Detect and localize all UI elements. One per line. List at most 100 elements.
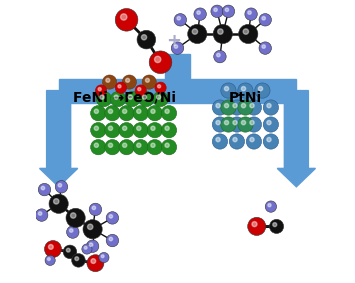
Circle shape (101, 255, 104, 258)
Circle shape (250, 121, 254, 125)
FancyArrow shape (39, 91, 78, 187)
Circle shape (262, 16, 266, 20)
Circle shape (216, 121, 220, 125)
Circle shape (216, 138, 220, 142)
Circle shape (44, 241, 61, 258)
Circle shape (119, 140, 134, 155)
Circle shape (105, 106, 120, 121)
Circle shape (122, 143, 127, 147)
Circle shape (95, 85, 107, 96)
Circle shape (229, 100, 245, 115)
Circle shape (197, 11, 200, 14)
Circle shape (221, 100, 236, 115)
Circle shape (174, 14, 187, 26)
Circle shape (255, 83, 270, 98)
Circle shape (259, 14, 272, 26)
Circle shape (86, 240, 99, 252)
Circle shape (238, 117, 253, 132)
Circle shape (119, 123, 134, 138)
Circle shape (192, 29, 198, 34)
Text: FeNi →FeO/Ni: FeNi →FeO/Ni (73, 91, 176, 105)
Circle shape (92, 206, 95, 210)
Circle shape (106, 234, 119, 247)
Circle shape (194, 8, 206, 20)
Circle shape (109, 215, 113, 218)
Circle shape (246, 100, 262, 115)
Circle shape (66, 208, 85, 228)
Circle shape (115, 82, 127, 93)
Circle shape (45, 255, 55, 265)
Circle shape (224, 121, 229, 125)
Circle shape (94, 126, 98, 130)
Circle shape (63, 245, 77, 259)
Circle shape (224, 87, 229, 91)
Circle shape (238, 83, 253, 98)
Circle shape (229, 117, 245, 132)
Circle shape (153, 91, 168, 107)
Circle shape (87, 255, 104, 272)
Circle shape (96, 91, 111, 107)
Circle shape (122, 75, 136, 89)
Circle shape (268, 203, 271, 207)
Circle shape (49, 245, 53, 249)
Circle shape (146, 78, 149, 82)
Circle shape (273, 223, 277, 227)
Circle shape (133, 106, 148, 121)
Circle shape (125, 91, 140, 107)
Circle shape (94, 109, 98, 113)
Circle shape (157, 95, 161, 99)
Circle shape (212, 134, 228, 149)
Circle shape (38, 212, 42, 215)
Circle shape (238, 100, 253, 115)
Circle shape (222, 5, 235, 18)
Circle shape (263, 100, 279, 115)
Circle shape (162, 106, 177, 121)
Circle shape (67, 226, 79, 238)
Text: +: + (166, 32, 181, 50)
Circle shape (137, 126, 141, 130)
Circle shape (135, 85, 146, 96)
Circle shape (248, 217, 266, 235)
Circle shape (174, 45, 178, 48)
Circle shape (225, 8, 229, 12)
Circle shape (133, 140, 148, 155)
Circle shape (267, 104, 271, 108)
Circle shape (147, 106, 163, 121)
Circle shape (137, 143, 141, 147)
Circle shape (250, 104, 254, 108)
Circle shape (218, 29, 223, 34)
Circle shape (269, 219, 284, 233)
Circle shape (214, 8, 217, 12)
Circle shape (38, 183, 51, 196)
Circle shape (109, 237, 113, 241)
Circle shape (248, 11, 251, 14)
Circle shape (241, 87, 246, 91)
Circle shape (138, 87, 141, 91)
Circle shape (241, 104, 246, 108)
Circle shape (105, 123, 120, 138)
Circle shape (87, 224, 93, 230)
Circle shape (133, 123, 148, 138)
Circle shape (263, 117, 279, 132)
Circle shape (212, 100, 228, 115)
Circle shape (265, 201, 277, 212)
Text: PtNi: PtNi (228, 91, 262, 105)
Circle shape (100, 95, 104, 99)
Circle shape (165, 143, 169, 147)
Circle shape (262, 45, 266, 48)
Circle shape (118, 85, 121, 88)
Circle shape (91, 259, 96, 263)
Circle shape (89, 203, 102, 216)
Circle shape (165, 126, 169, 130)
Circle shape (49, 194, 68, 213)
Circle shape (108, 143, 113, 147)
Circle shape (158, 85, 161, 88)
Circle shape (110, 91, 126, 107)
Circle shape (84, 246, 87, 249)
Circle shape (71, 213, 76, 218)
Circle shape (105, 140, 120, 155)
Circle shape (70, 229, 73, 232)
Circle shape (243, 29, 248, 34)
Circle shape (142, 75, 156, 89)
Circle shape (241, 121, 246, 125)
